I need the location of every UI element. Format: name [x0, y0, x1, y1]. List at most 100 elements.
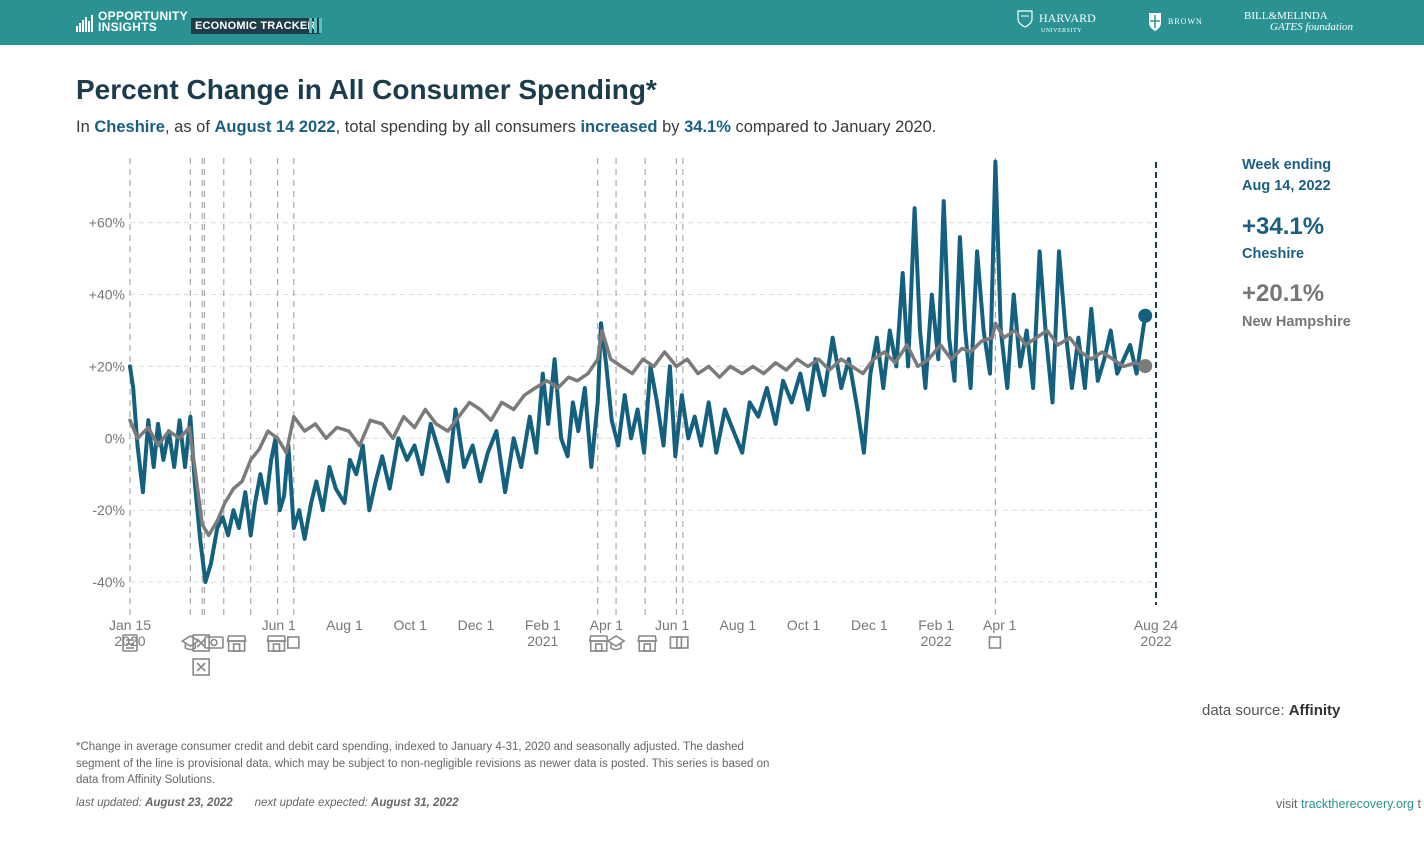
money-icon-shape	[210, 638, 218, 647]
document-icon-shape	[122, 634, 138, 652]
visit-trail: t	[1414, 797, 1421, 811]
x-tick-label: Aug 1	[326, 617, 363, 633]
tracker-stripes-icon	[309, 18, 322, 33]
y-tick-label: -40%	[92, 574, 125, 590]
subtitle-text: , total spending by all consumers	[335, 118, 581, 136]
x-tick-label: Jun 1	[655, 617, 689, 633]
subtitle-text: In	[76, 118, 95, 136]
economic-tracker-label[interactable]: ECONOMIC TRACKER	[191, 18, 320, 34]
brown-shield-icon	[1149, 13, 1161, 31]
x-tick-year: 2022	[1140, 633, 1171, 649]
y-tick-label: +20%	[89, 358, 125, 374]
subtitle: In Cheshire, as of August 14 2022, total…	[76, 118, 936, 137]
store-icon-shape	[232, 643, 241, 652]
last-updated-date: August 23, 2022	[145, 797, 233, 809]
store-icon-shape	[643, 643, 652, 652]
x-tick-label: Dec 1	[851, 617, 888, 633]
harvard-shield-icon	[1017, 10, 1033, 28]
new-hampshire-value: +20.1%	[1242, 280, 1325, 307]
closed-icon-shape	[192, 658, 210, 676]
school-icon[interactable]	[606, 635, 626, 651]
square-icon-shape	[669, 636, 683, 649]
top-bar: OPPORTUNITY INSIGHTS ECONOMIC TRACKER HA…	[0, 0, 1424, 45]
x-tick-year: 2021	[527, 633, 558, 649]
store-icon-shape	[637, 635, 658, 642]
closed-icon[interactable]	[192, 634, 210, 652]
store-icon-shape	[594, 643, 603, 652]
subtitle-text: compared to January 2020.	[730, 118, 937, 136]
next-update-label: next update expected:	[254, 797, 372, 809]
new-hampshire-endpoint	[1138, 359, 1153, 374]
x-tick-label: Feb 1	[918, 617, 954, 633]
square-icon-shape	[287, 636, 300, 649]
page-title: Percent Change in All Consumer Spending*	[76, 74, 657, 105]
gates-line2: GATES foundation	[1270, 21, 1354, 33]
x-tick-label: Jan 15	[109, 617, 151, 633]
gates-line1: BILL&MELINDA	[1244, 10, 1328, 22]
week-line1: Week ending	[1242, 157, 1332, 173]
cheshire-label[interactable]: Cheshire	[1242, 246, 1305, 262]
closed-icon-shape	[196, 662, 206, 672]
tracktherecovery-link[interactable]: tracktherecovery.org	[1301, 797, 1415, 811]
closed-icon[interactable]	[192, 658, 210, 676]
brown-name: BROWN	[1168, 16, 1203, 26]
square-icon[interactable]	[988, 636, 1002, 649]
store-icon-shape	[266, 635, 287, 642]
last-updated-label: last updated:	[76, 797, 146, 809]
x-tick-label: Aug 24	[1134, 617, 1179, 633]
subtitle-place: Cheshire	[94, 118, 165, 136]
store-icon-shape	[267, 640, 286, 652]
school-icon[interactable]	[180, 635, 200, 651]
money-icon[interactable]	[204, 636, 224, 649]
y-tick-label: -20%	[92, 502, 125, 518]
x-tick-label: Aug 1	[720, 617, 757, 633]
week-ending-label: Week ending Aug 14, 2022	[1242, 155, 1331, 197]
cheshire-value: +34.1%	[1242, 213, 1325, 240]
subtitle-text: , as of	[164, 118, 215, 136]
visit-label: visit	[1276, 797, 1301, 811]
x-tick-label: Apr 1	[983, 617, 1017, 633]
harvard-logo[interactable]: HARVARD UNIVERSITY	[1017, 10, 1096, 34]
store-icon[interactable]	[266, 635, 287, 652]
visit-link[interactable]: visit tracktherecovery.org t	[1276, 797, 1424, 811]
cheshire-line	[128, 159, 1148, 584]
subtitle-date: August 14 2022	[214, 118, 336, 136]
store-icon-shape	[272, 643, 281, 652]
subtitle-value: 34.1%	[684, 118, 731, 136]
y-tick-label: 0%	[105, 430, 125, 446]
brown-logo[interactable]: BROWN	[1148, 12, 1203, 32]
store-icon-shape	[638, 640, 657, 652]
school-icon-shape	[184, 643, 197, 651]
square-icon[interactable]	[669, 636, 683, 649]
square-icon-shape	[676, 636, 689, 649]
store-icon-shape	[226, 635, 247, 642]
logo-line1: OPPORTUNITY	[98, 9, 188, 23]
new-hampshire-label[interactable]: New Hampshire	[1242, 314, 1351, 330]
square-icon-shape	[988, 636, 1002, 649]
document-icon[interactable]	[122, 634, 138, 652]
square-icon[interactable]	[676, 636, 689, 649]
store-icon[interactable]	[226, 635, 247, 652]
bar-logo-icon	[76, 15, 93, 32]
cheshire-endpoint	[1138, 308, 1153, 323]
subtitle-text: by	[657, 118, 685, 136]
harvard-sub: UNIVERSITY	[1041, 28, 1082, 34]
school-icon-shape	[610, 643, 622, 651]
x-tick-label: Dec 1	[458, 617, 495, 633]
store-icon-shape	[589, 640, 608, 652]
new-hampshire-line	[128, 321, 1147, 538]
school-icon-shape	[606, 635, 626, 647]
store-icon[interactable]	[637, 635, 658, 652]
square-icon[interactable]	[287, 636, 300, 649]
store-icon[interactable]	[588, 635, 609, 652]
closed-icon-shape	[192, 634, 210, 652]
y-tick-label: +60%	[89, 215, 125, 231]
footnote: *Change in average consumer credit and d…	[76, 741, 770, 786]
harvard-name: HARVARD	[1039, 10, 1096, 25]
x-tick-label: Apr 1	[590, 617, 624, 633]
logo-line2: INSIGHTS	[98, 20, 158, 34]
x-tick-label: Feb 1	[525, 617, 561, 633]
gates-foundation-logo[interactable]: BILL&MELINDA GATES foundation	[1244, 11, 1353, 33]
data-source-name[interactable]: Affinity	[1288, 702, 1341, 719]
